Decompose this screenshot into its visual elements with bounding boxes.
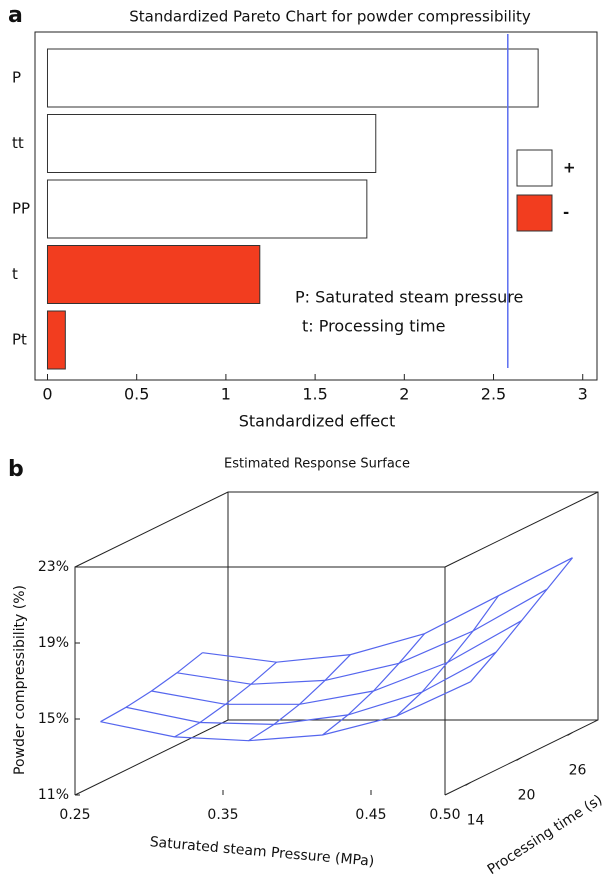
y-tick — [567, 732, 573, 736]
chart-title: Standardized Pareto Chart for powder com… — [129, 8, 531, 26]
y-tick — [465, 782, 471, 786]
y-tick-label: 14 — [467, 813, 485, 829]
surface-line — [396, 595, 499, 717]
x-tick-label: 3 — [578, 385, 588, 404]
x-axis-title: Saturated steam Pressure (MPa) — [149, 834, 375, 870]
legend-swatch — [516, 194, 553, 232]
legend-label: + — [563, 159, 576, 177]
surface-line — [125, 651, 497, 726]
z-tick-label: 15% — [38, 711, 69, 727]
x-tick-label: 0.25 — [59, 807, 90, 823]
x-axis-title: Standardized effect — [239, 412, 396, 431]
bar — [46, 48, 539, 108]
z-tick-label: 23% — [38, 559, 69, 575]
box-edge — [444, 491, 599, 568]
legend-label: - — [563, 204, 569, 222]
surface-line — [100, 652, 203, 723]
legend-swatch — [516, 149, 553, 187]
bar — [46, 310, 66, 370]
x-tick-label: 0 — [42, 385, 52, 404]
x-tick-label: 0.5 — [124, 385, 149, 404]
bar — [46, 179, 368, 239]
bar — [46, 114, 377, 173]
box-frame — [74, 491, 599, 796]
annotation: P: Saturated steam pressure — [295, 288, 523, 307]
y-tick-label: Pt — [12, 331, 27, 349]
box-edge — [74, 491, 599, 796]
surface-line — [470, 557, 573, 683]
x-tick-label: 1.5 — [302, 385, 327, 404]
y-tick-label: t — [12, 265, 18, 283]
y-tick-label: PP — [12, 200, 30, 218]
surface-line — [151, 620, 522, 705]
z-axis-title: Powder compressibility (%) — [12, 585, 28, 775]
y-tick-label: 26 — [569, 763, 587, 779]
z-tick-label: 11% — [38, 787, 69, 803]
bar — [46, 245, 261, 304]
surface-line — [322, 633, 425, 736]
y-axis-title: Processing time (s) — [485, 792, 605, 878]
x-tick-label: 0.35 — [207, 807, 238, 823]
box-edge — [74, 566, 446, 795]
y-tick-label: P — [12, 69, 21, 87]
x-tick-label: 0.50 — [429, 807, 460, 823]
surface-line — [100, 681, 471, 742]
panel-label: a — [8, 3, 23, 28]
x-tick-label: 2 — [399, 385, 409, 404]
surface-line — [202, 557, 573, 663]
y-tick — [516, 757, 522, 761]
surface-line — [174, 661, 277, 738]
x-tick-label: 1 — [221, 385, 231, 404]
plot-frame — [34, 31, 598, 381]
chart-title: Estimated Response Surface — [224, 457, 410, 472]
y-tick-label: 20 — [518, 788, 536, 804]
x-tick-label: 0.45 — [355, 807, 386, 823]
x-tick-label: 2.5 — [481, 385, 506, 404]
panel-label: b — [8, 457, 24, 482]
surface-line — [248, 654, 351, 742]
surface-line — [176, 588, 548, 685]
annotation: t: Processing time — [302, 317, 445, 336]
z-tick-label: 19% — [38, 635, 69, 651]
y-tick-label: tt — [12, 134, 24, 152]
